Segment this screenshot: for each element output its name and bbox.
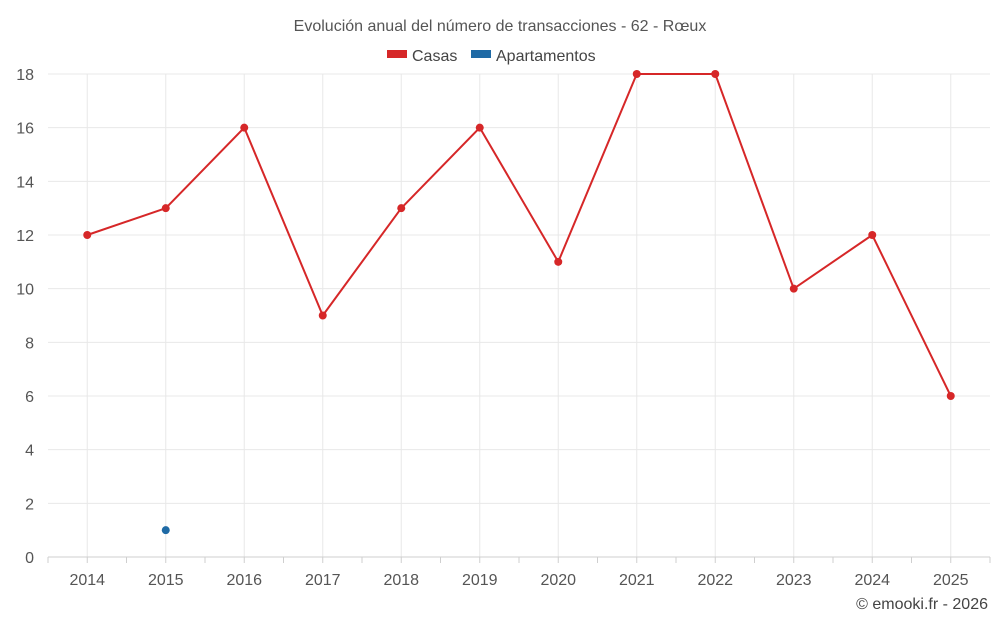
axes xyxy=(47,556,991,563)
data-point-casas[interactable] xyxy=(318,311,327,320)
x-tick-label: 2023 xyxy=(776,572,812,589)
x-tick-label: 2017 xyxy=(305,572,341,589)
data-point-casas[interactable] xyxy=(789,284,798,293)
data-point-casas[interactable] xyxy=(711,70,720,78)
y-tick-label: 16 xyxy=(16,121,34,138)
y-tick-labels: 0 2 4 6 8 10 12 14 16 18 xyxy=(16,67,34,567)
x-tick-label: 2021 xyxy=(619,572,655,589)
y-tick-label: 0 xyxy=(25,550,34,567)
legend-label-apartamentos[interactable]: Apartamentos xyxy=(496,48,596,65)
data-point-casas[interactable] xyxy=(554,257,563,266)
x-tick-labels: 2014 2015 2016 2017 2018 2019 2020 2021 2022 2023… xyxy=(69,572,968,589)
x-tick-label: 2014 xyxy=(69,572,105,589)
data-point-casas[interactable] xyxy=(83,231,92,239)
data-point-casas[interactable] xyxy=(240,123,249,132)
data-point-casas[interactable] xyxy=(868,231,877,239)
x-tick-label: 2015 xyxy=(148,572,184,589)
legend-swatch-casas xyxy=(387,50,407,58)
y-tick-label: 4 xyxy=(25,443,34,460)
y-tick-label: 12 xyxy=(16,228,34,245)
x-tick-label: 2024 xyxy=(854,572,890,589)
data-point-casas[interactable] xyxy=(475,123,484,132)
x-tick-label: 2022 xyxy=(697,572,733,589)
legend-swatch-apartamentos xyxy=(471,50,491,58)
legend[interactable]: Casas Apartamentos xyxy=(387,48,596,65)
x-tick-label: 2020 xyxy=(540,572,576,589)
y-tick-label: 18 xyxy=(16,67,34,84)
y-tick-label: 2 xyxy=(25,496,34,513)
grid xyxy=(48,73,990,557)
series xyxy=(83,70,955,535)
y-tick-label: 14 xyxy=(16,174,34,191)
data-point-casas[interactable] xyxy=(397,204,406,213)
x-tick-label: 2018 xyxy=(383,572,419,589)
y-tick-label: 10 xyxy=(16,282,34,299)
x-tick-label: 2016 xyxy=(226,572,262,589)
data-point-casas[interactable] xyxy=(632,70,641,78)
data-point-apartamentos[interactable] xyxy=(161,526,170,535)
y-tick-label: 6 xyxy=(25,389,34,406)
y-tick-label: 8 xyxy=(25,335,34,352)
x-tick-label: 2019 xyxy=(462,572,498,589)
chart-title: Evolución anual del número de transaccio… xyxy=(294,18,707,35)
series-line-casas xyxy=(86,73,952,397)
data-point-casas[interactable] xyxy=(946,392,955,400)
legend-label-casas[interactable]: Casas xyxy=(412,48,457,65)
data-point-casas[interactable] xyxy=(161,204,170,213)
x-tick-label: 2025 xyxy=(933,572,969,589)
credit-text: © emooki.fr - 2026 xyxy=(856,596,988,613)
